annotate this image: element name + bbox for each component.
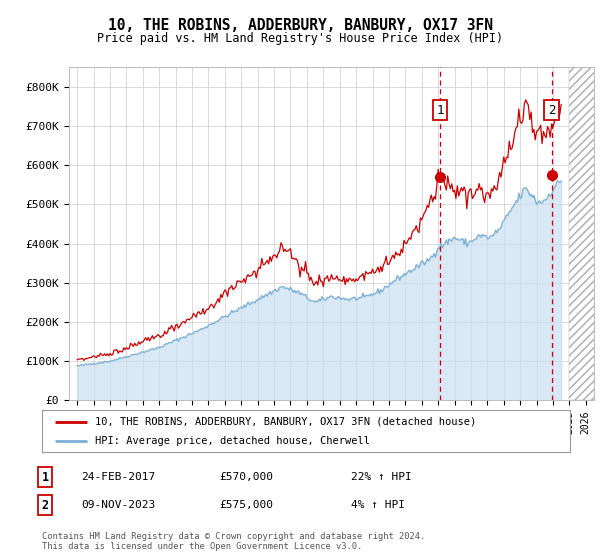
- Text: £575,000: £575,000: [219, 500, 273, 510]
- Text: 4% ↑ HPI: 4% ↑ HPI: [351, 500, 405, 510]
- Text: Price paid vs. HM Land Registry's House Price Index (HPI): Price paid vs. HM Land Registry's House …: [97, 32, 503, 45]
- Text: 24-FEB-2017: 24-FEB-2017: [81, 472, 155, 482]
- Text: 09-NOV-2023: 09-NOV-2023: [81, 500, 155, 510]
- Text: £570,000: £570,000: [219, 472, 273, 482]
- Text: HPI: Average price, detached house, Cherwell: HPI: Average price, detached house, Cher…: [95, 436, 370, 446]
- Text: 1: 1: [41, 470, 49, 484]
- Text: 10, THE ROBINS, ADDERBURY, BANBURY, OX17 3FN: 10, THE ROBINS, ADDERBURY, BANBURY, OX17…: [107, 18, 493, 34]
- Text: 2: 2: [548, 104, 556, 117]
- Text: 1: 1: [436, 104, 444, 117]
- Text: Contains HM Land Registry data © Crown copyright and database right 2024.
This d: Contains HM Land Registry data © Crown c…: [42, 532, 425, 551]
- Text: 22% ↑ HPI: 22% ↑ HPI: [351, 472, 412, 482]
- Bar: [569, 67, 599, 400]
- Text: 2: 2: [41, 498, 49, 512]
- Text: 10, THE ROBINS, ADDERBURY, BANBURY, OX17 3FN (detached house): 10, THE ROBINS, ADDERBURY, BANBURY, OX17…: [95, 417, 476, 427]
